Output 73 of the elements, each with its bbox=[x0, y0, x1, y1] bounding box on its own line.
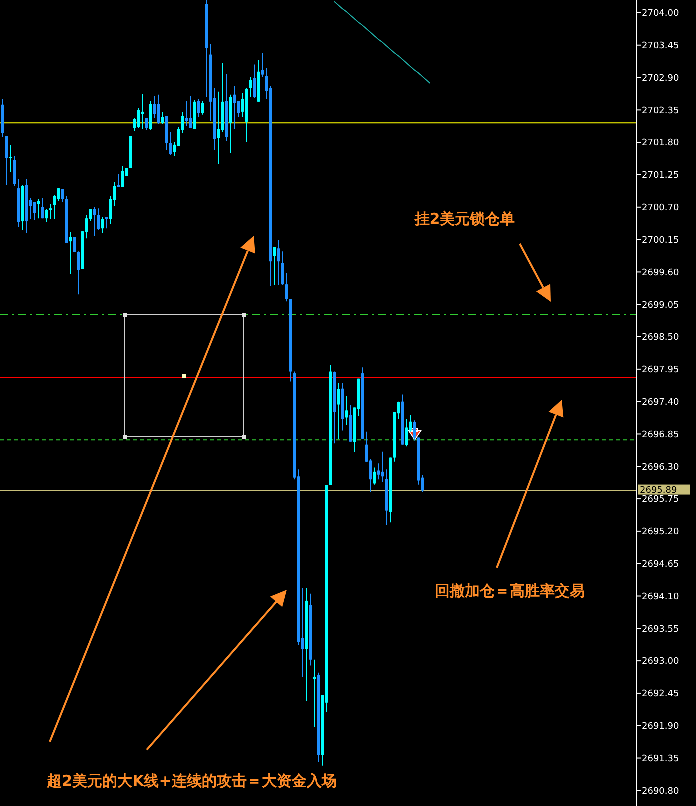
candlestick bbox=[273, 246, 276, 286]
candlestick bbox=[41, 198, 44, 220]
y-tick-label: 2695.20 bbox=[642, 528, 680, 538]
annotation: 超2美元的大K线+连续的攻击＝大资金入场 bbox=[46, 772, 337, 790]
y-tick-label: 2694.65 bbox=[642, 560, 680, 570]
candlestick bbox=[197, 98, 200, 118]
candlestick bbox=[241, 92, 244, 118]
annotation: 回撤加仓＝高胜率交易 bbox=[435, 582, 585, 600]
candlestick bbox=[285, 272, 288, 302]
candlestick bbox=[185, 100, 188, 127]
candlestick bbox=[169, 131, 172, 156]
candlestick bbox=[345, 396, 348, 426]
candlestick bbox=[117, 174, 120, 188]
candlestick bbox=[405, 418, 408, 448]
y-tick-label: 2704.00 bbox=[642, 9, 680, 20]
y-tick-label: 2693.00 bbox=[642, 657, 680, 668]
ref-line-label: 2695.89 bbox=[640, 486, 678, 496]
candlestick bbox=[261, 52, 264, 78]
y-tick-label: 2696.85 bbox=[642, 430, 680, 440]
y-tick-label: 2699.05 bbox=[642, 300, 680, 311]
y-tick-label: 2691.90 bbox=[642, 722, 680, 732]
y-tick-label: 2697.40 bbox=[642, 398, 680, 408]
candlestick bbox=[49, 204, 52, 220]
candlestick bbox=[57, 188, 60, 202]
y-tick-label: 2700.70 bbox=[642, 204, 680, 214]
candlestick bbox=[373, 467, 376, 486]
y-tick-label: 2694.10 bbox=[642, 592, 680, 602]
candlestick bbox=[189, 96, 192, 129]
candlestick bbox=[413, 420, 416, 442]
candlestick bbox=[313, 659, 316, 728]
y-tick-label: 2691.35 bbox=[642, 754, 680, 764]
candlestick bbox=[77, 251, 80, 296]
candlestick bbox=[69, 232, 72, 276]
y-tick-label: 2695.75 bbox=[642, 495, 680, 506]
candlestick bbox=[61, 188, 64, 203]
y-tick-label: 2693.55 bbox=[642, 624, 680, 635]
y-tick-label: 2703.45 bbox=[642, 42, 680, 52]
candlestick bbox=[121, 166, 124, 188]
candlestick bbox=[277, 240, 280, 286]
candlestick bbox=[377, 463, 380, 480]
y-tick-label: 2701.25 bbox=[642, 171, 680, 182]
candlestick bbox=[217, 91, 220, 165]
candlestick bbox=[153, 96, 156, 119]
y-tick-label: 2692.45 bbox=[642, 690, 680, 700]
candlestick bbox=[161, 111, 164, 125]
candlestick bbox=[233, 86, 236, 130]
candlestick bbox=[253, 64, 256, 99]
line-series bbox=[334, 1, 431, 84]
candlestick bbox=[101, 216, 104, 234]
candlestick bbox=[5, 136, 8, 186]
candlestick bbox=[141, 94, 144, 130]
y-tick-label: 2700.15 bbox=[642, 236, 680, 246]
candlestick bbox=[45, 208, 48, 223]
y-tick-label: 2698.50 bbox=[642, 333, 680, 344]
candlestick bbox=[337, 383, 340, 440]
candlestick bbox=[157, 94, 160, 125]
candlestick bbox=[201, 100, 204, 116]
candlestick bbox=[33, 202, 36, 221]
y-tick-label: 2702.35 bbox=[642, 106, 680, 116]
candlestick bbox=[381, 451, 384, 484]
candlestick bbox=[37, 198, 40, 220]
candlestick bbox=[93, 206, 96, 237]
candlestick bbox=[281, 251, 284, 286]
y-tick-label: 2702.90 bbox=[642, 74, 680, 84]
y-tick-label: 2697.95 bbox=[642, 366, 680, 376]
y-tick-label: 2690.80 bbox=[642, 786, 680, 797]
y-tick-label: 2701.80 bbox=[642, 138, 680, 149]
candlestick bbox=[137, 108, 140, 129]
candlestick bbox=[97, 208, 100, 231]
y-tick-label: 2699.60 bbox=[642, 268, 680, 278]
candlestick bbox=[249, 76, 252, 98]
y-tick-label: 2696.30 bbox=[642, 462, 680, 473]
annotation: 挂2美元锁仓单 bbox=[414, 210, 516, 228]
